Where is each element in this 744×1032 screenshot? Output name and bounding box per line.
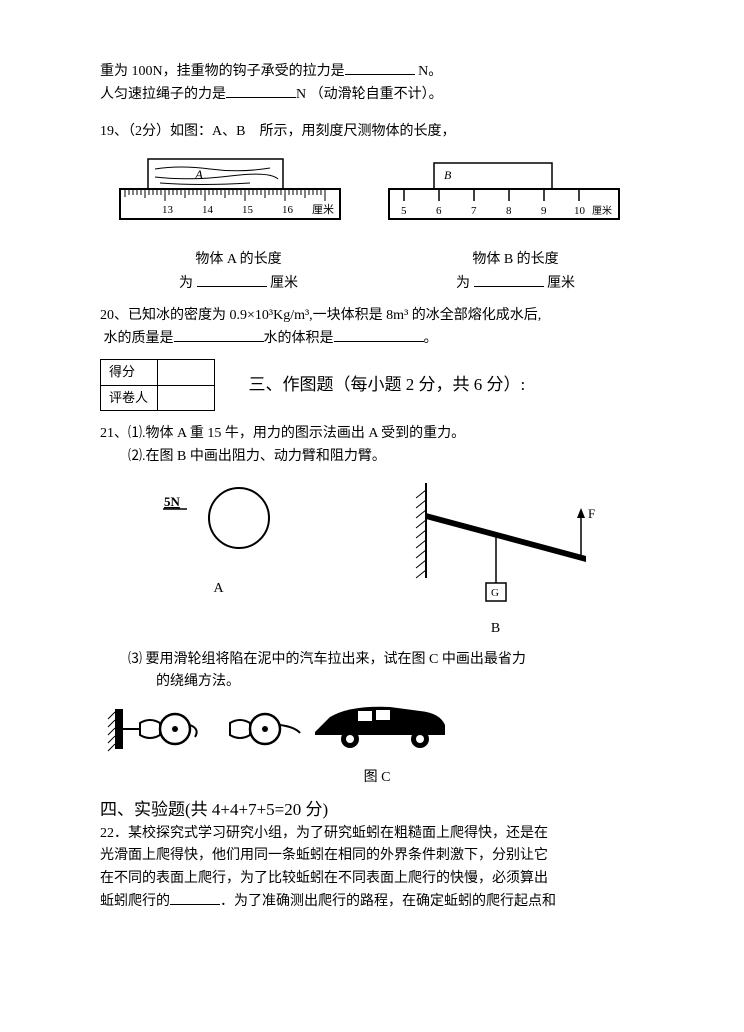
svg-text:13: 13 [162,204,174,216]
ruler-a-answer: 为 厘米 [119,272,359,295]
q20-vol-label: 水的体积是 [264,331,334,346]
q20-period: 。 [424,331,438,346]
blank-tension [345,60,415,75]
fig-c-svg [100,697,460,767]
grader-label: 评卷人 [101,385,158,411]
ruler-a-prefix: 为 [179,276,193,291]
section3-title: 三、作图题（每小题 2 分，共 6 分）: [249,371,526,398]
ruler-b-answer: 为 厘米 [396,272,636,295]
svg-text:9: 9 [541,205,547,217]
svg-text:10: 10 [574,205,586,217]
ruler-a-caption-block: 物体 A 的长度 为 厘米 [119,249,359,295]
fig-a-label: A [149,578,289,600]
q20-mass-label: 水的质量是 [104,331,174,346]
ruler-a-unit: 厘米 [270,276,298,291]
q21-line1: 21、⑴.物体 A 重 15 牛，用力的图示法画出 A 受到的重力。 [100,423,654,445]
fig-a-svg: 5N [149,478,289,578]
ruler-b-prefix: 为 [456,276,470,291]
intro-line-2: 人匀速拉绳子的力是 N （动滑轮自重不计）。 [100,83,654,106]
ruler-b-caption: 物体 B 的长度 [396,249,636,271]
svg-text:厘米: 厘米 [312,203,334,216]
intro-text-1a: 重为 100N，挂重物的钩子承受的拉力是 [100,64,345,79]
svg-text:厘米: 厘米 [592,204,612,217]
q22-line4b: ．为了准确测出爬行的路程，在确定蚯蚓的爬行起点和 [220,894,556,909]
q22-line3: 在不同的表面上爬行，为了比较蚯蚓在不同表面上爬行的快慢，必须算出 [100,868,654,890]
svg-text:6: 6 [436,205,442,217]
score-cell [158,359,215,385]
score-label: 得分 [101,359,158,385]
score-table: 得分 评卷人 [100,359,215,412]
blank-mass [174,327,264,342]
q19-figures: A 13 14 15 16 厘米 B [100,151,654,241]
fig-b-svg: F G [386,478,606,618]
svg-text:16: 16 [282,204,294,216]
intro-text-1b: N。 [415,64,443,79]
svg-text:B: B [444,168,452,182]
ruler-a-caption: 物体 A 的长度 [119,249,359,271]
fig-b-label: B [386,618,606,640]
svg-text:F: F [588,506,595,521]
svg-text:5: 5 [401,205,407,217]
q20-line2: 水的质量是 水的体积是 。 [100,327,654,350]
blank-pull-force [226,83,296,98]
ruler-b-figure: B 5 6 7 8 9 10 厘米 [374,151,634,241]
fig-c-label: 图 C [100,767,654,789]
blank-length-b [474,272,544,287]
blank-quantity [170,890,220,905]
ruler-b-caption-block: 物体 B 的长度 为 厘米 [396,249,636,295]
q21-figures: 5N A F G [100,478,654,640]
q22-line1: 22．某校探究式学习研究小组，为了研究蚯蚓在粗糙面上爬得快，还是在 [100,823,654,845]
intro-text-2a: 人匀速拉绳子的力是 [100,87,226,102]
q21-line3: ⑶ 要用滑轮组将陷在泥中的汽车拉出来，试在图 C 中画出最省力 [100,649,654,671]
section4-title: 四、实验题(共 4+4+7+5=20 分) [100,796,328,823]
fig-c-block: 图 C [100,697,654,789]
q20-line1: 20、已知冰的密度为 0.9×10³Kg/m³,一块体积是 8m³ 的冰全部熔化… [100,305,654,327]
intro-line-1: 重为 100N，挂重物的钩子承受的拉力是 N。 [100,60,654,83]
svg-text:G: G [491,587,499,599]
svg-text:5N: 5N [164,494,181,509]
exam-page: 重为 100N，挂重物的钩子承受的拉力是 N。 人匀速拉绳子的力是 N （动滑轮自… [0,0,744,1032]
ruler-a-figure: A 13 14 15 16 厘米 [100,151,360,241]
grader-cell [158,385,215,411]
blank-length-a [197,272,267,287]
section3-header: 得分 评卷人 三、作图题（每小题 2 分，共 6 分）: [100,359,654,412]
svg-text:8: 8 [506,205,512,217]
q22-line4: 蚯蚓爬行的 ．为了准确测出爬行的路程，在确定蚯蚓的爬行起点和 [100,890,654,913]
intro-text-2b: N （动滑轮自重不计）。 [296,87,443,102]
q22-line4a: 蚯蚓爬行的 [100,894,170,909]
svg-text:A: A [194,167,203,182]
blank-volume [334,327,424,342]
q19-captions: 物体 A 的长度 为 厘米 物体 B 的长度 为 厘米 [100,249,654,295]
q21-line2: ⑵.在图 B 中画出阻力、动力臂和阻力臂。 [100,446,654,468]
q22-line2: 光滑面上爬得快，他们用同一条蚯蚓在相同的外界条件刺激下，分别让它 [100,845,654,867]
q19-prompt: 19、（2分）如图：A、B 所示，用刻度尺测物体的长度， [100,121,654,143]
ruler-b-unit: 厘米 [547,276,575,291]
svg-text:14: 14 [202,204,214,216]
svg-text:15: 15 [242,204,254,216]
fig-a-block: 5N A [149,478,289,600]
svg-text:7: 7 [471,205,477,217]
fig-b-block: F G B [386,478,606,640]
q21-line3b: 的绕绳方法。 [100,671,654,693]
